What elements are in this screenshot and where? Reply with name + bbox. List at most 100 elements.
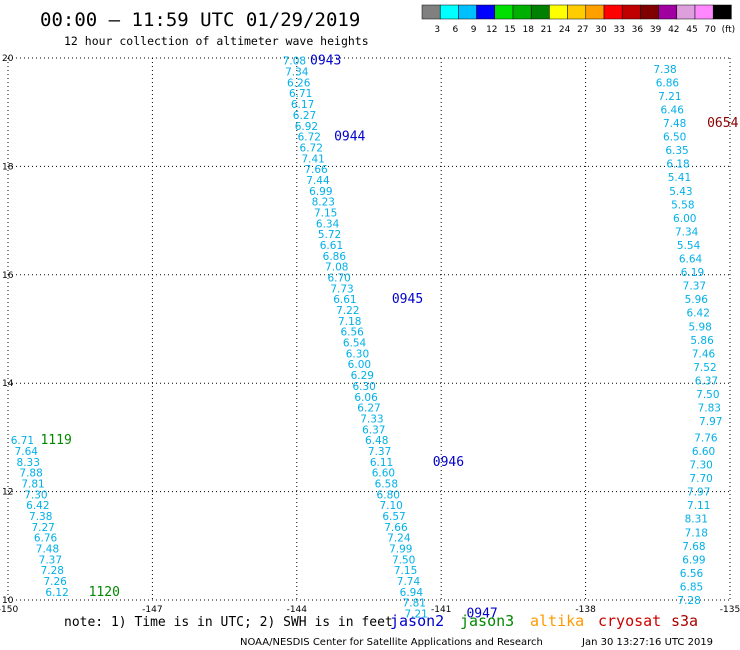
legend-altika: altika — [530, 612, 584, 630]
swh-value: 7.27 — [31, 522, 54, 534]
swh-value: 6.80 — [377, 489, 400, 501]
swh-value: 8.33 — [17, 457, 40, 469]
swh-value: 7.18 — [685, 527, 708, 539]
swh-value: 7.44 — [306, 175, 330, 187]
units-note: note: 1) Time is in UTC; 2) SWH is in fe… — [64, 615, 393, 630]
swh-value: 6.61 — [333, 294, 356, 306]
swh-value: 6.11 — [370, 457, 393, 469]
swh-value: 7.37 — [368, 446, 391, 458]
chart-subtitle: 12 hour collection of altimeter wave hei… — [64, 34, 369, 48]
swh-value: 7.11 — [687, 500, 710, 512]
swh-value: 7.38 — [653, 64, 676, 76]
legend-jason3: jason3 — [460, 612, 514, 630]
swh-value: 6.57 — [382, 511, 405, 523]
swh-value: 6.18 — [666, 159, 689, 171]
scale-label: 36 — [632, 25, 644, 35]
swh-value: 6.86 — [656, 77, 680, 89]
swh-value: 6.99 — [309, 186, 332, 198]
swh-value: 6.46 — [661, 104, 685, 116]
scale-label: 30 — [595, 25, 607, 35]
scale-label: 9 — [471, 25, 477, 35]
swh-value: 7.26 — [43, 576, 67, 588]
swh-value: 6.06 — [354, 392, 378, 404]
swh-value: 6.54 — [343, 338, 367, 350]
scale-label: 15 — [504, 25, 515, 35]
swh-value: 6.27 — [293, 110, 316, 122]
pass-time-label: 1120 — [89, 585, 120, 600]
swh-value: 7.99 — [389, 544, 412, 556]
swh-value: 5.72 — [318, 229, 341, 241]
swh-value: 6.56 — [340, 327, 364, 339]
swh-value: 7.41 — [301, 153, 324, 165]
swh-value: 6.37 — [362, 424, 385, 436]
scale-label: 33 — [613, 25, 624, 35]
pass-time-label: 0946 — [433, 455, 464, 470]
swh-value: 7.22 — [336, 305, 359, 317]
legend-cryosat: cryosat — [598, 612, 661, 630]
swh-value: 7.30 — [24, 489, 47, 501]
swh-value: 5.54 — [677, 240, 701, 252]
swh-value: 7.33 — [360, 413, 383, 425]
swh-value: 7.97 — [687, 487, 710, 499]
swh-value: 6.58 — [375, 478, 398, 490]
swh-value: 7.08 — [283, 56, 306, 68]
swh-value: 6.00 — [348, 359, 371, 371]
scale-label: (ft) — [722, 25, 736, 35]
swh-value: 7.28 — [41, 565, 64, 577]
y-tick-label: 18 — [2, 162, 14, 172]
swh-value: 7.66 — [304, 164, 328, 176]
legend-s3a: s3a — [671, 612, 698, 630]
swh-value: 5.41 — [668, 172, 691, 184]
swh-value: 7.15 — [314, 207, 337, 219]
scale-swatch — [439, 4, 459, 20]
swh-value: 7.73 — [330, 283, 353, 295]
swh-value: 6.42 — [687, 308, 710, 320]
y-tick-label: 20 — [2, 54, 14, 64]
swh-value: 6.92 — [295, 121, 318, 133]
x-tick-label: -147 — [142, 605, 162, 615]
swh-value: 5.43 — [669, 186, 692, 198]
scale-label: 21 — [541, 25, 552, 35]
plot-area: -150 -147 -144 -141 -138 -135 20 18 16 14 12 10 7.08… — [0, 54, 740, 622]
chart-title: 00:00 – 11:59 UTC 01/29/2019 — [40, 9, 360, 31]
swh-value: 6.60 — [692, 446, 715, 458]
scale-label: 39 — [650, 25, 662, 35]
pass-time-label: 0944 — [334, 130, 365, 145]
swh-value: 6.27 — [357, 403, 380, 415]
scale-swatch — [476, 4, 496, 20]
swh-value: 6.19 — [681, 267, 704, 279]
scale-swatch — [458, 4, 477, 20]
scale-swatch — [494, 4, 514, 20]
pass-time-label: 0945 — [392, 292, 423, 307]
swh-value: 6.99 — [682, 554, 705, 566]
swh-value: 6.70 — [327, 273, 350, 285]
swh-value: 6.61 — [320, 240, 343, 252]
x-tick-label: -138 — [575, 605, 596, 615]
swh-value: 6.30 — [352, 381, 375, 393]
swh-value: 6.94 — [400, 587, 424, 599]
pass-time-label: 1119 — [40, 433, 71, 448]
swh-value: 6.72 — [300, 142, 323, 154]
swh-value: 7.38 — [29, 511, 52, 523]
swh-value: 5.86 — [690, 335, 714, 347]
scale-label: 18 — [522, 25, 534, 35]
scale-swatch — [585, 4, 605, 20]
swh-value: 6.42 — [26, 500, 49, 512]
swh-value: 6.35 — [665, 145, 688, 157]
swh-value: 6.60 — [372, 468, 395, 480]
swh-value: 5.58 — [671, 199, 694, 211]
scale-swatch — [421, 4, 441, 20]
swh-value: 5.96 — [685, 294, 709, 306]
swh-value: 6.29 — [351, 370, 374, 382]
swh-value: 6.50 — [663, 132, 686, 144]
timestamp: Jan 30 13:27:16 UTC 2019 — [581, 637, 713, 648]
swh-value: 7.21 — [404, 609, 427, 621]
scale-label: 24 — [559, 25, 571, 35]
swh-value: 7.66 — [384, 522, 408, 534]
swh-value: 6.37 — [695, 375, 718, 387]
swh-value: 7.81 — [403, 598, 426, 610]
swh-value: 7.46 — [692, 348, 716, 360]
scale-label: 42 — [668, 25, 679, 35]
swh-value: 6.34 — [316, 218, 340, 230]
